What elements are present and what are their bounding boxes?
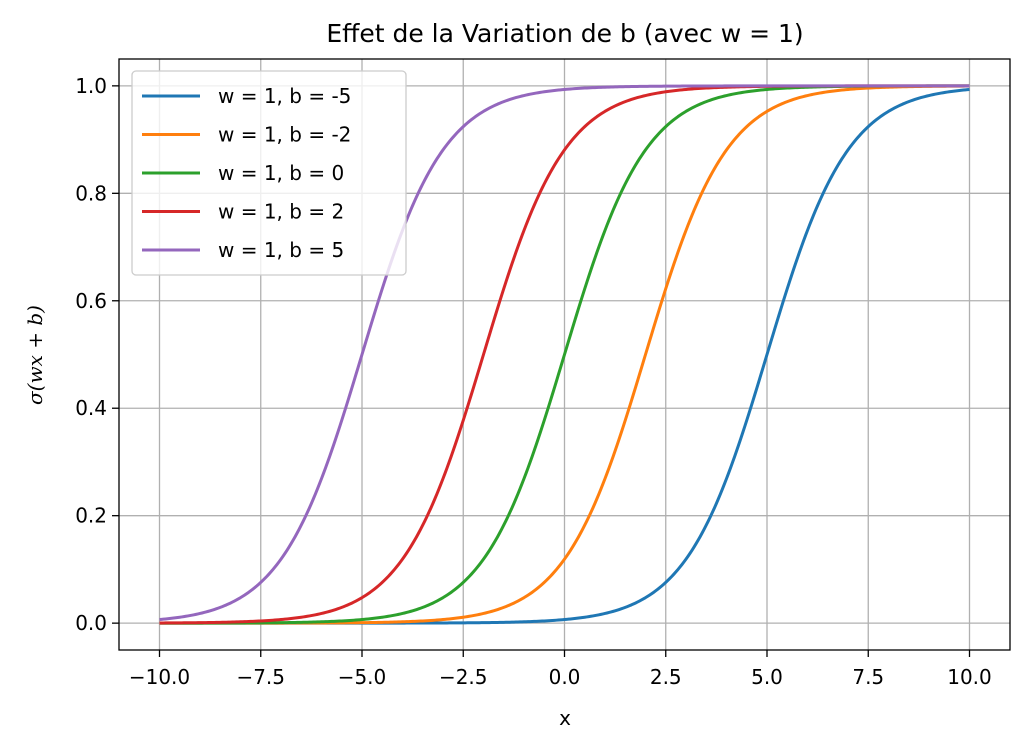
x-tick-label: 0.0: [549, 665, 581, 689]
x-axis-label: x: [559, 706, 571, 730]
y-tick-label: 0.2: [75, 504, 107, 528]
y-tick-label: 0.8: [75, 181, 107, 205]
legend-label: w = 1, b = 0: [218, 161, 344, 185]
x-tick-label: −7.5: [236, 665, 285, 689]
y-axis-label: σ(wx + b): [23, 305, 47, 405]
y-tick-label: 0.4: [75, 396, 107, 420]
legend-label: w = 1, b = -5: [218, 84, 351, 108]
legend-box: [131, 70, 407, 276]
x-tick-label: 5.0: [751, 665, 783, 689]
x-tick-label: 7.5: [852, 665, 884, 689]
y-axis-ticks: 0.0 0.2 0.4 0.6 0.8 1.0: [75, 74, 119, 635]
x-axis-ticks: −10.0 −7.5 −5.0 −2.5 0.0 2.5 5.0 7.5 10.0: [129, 650, 992, 689]
y-tick-label: 1.0: [75, 74, 107, 98]
y-tick-label: 0.0: [75, 611, 107, 635]
x-tick-label: −5.0: [338, 665, 387, 689]
legend: w = 1, b = -5 w = 1, b = -2 w = 1, b = 0 w …: [131, 70, 407, 276]
legend-label: w = 1, b = -2: [218, 123, 351, 147]
y-tick-label: 0.6: [75, 289, 107, 313]
series-line: [159, 84, 970, 622]
legend-label: w = 1, b = 5: [218, 238, 344, 262]
chart-title: Effet de la Variation de b (avec w = 1): [326, 19, 803, 48]
legend-label: w = 1, b = 2: [218, 200, 344, 224]
series-lines: [159, 84, 970, 625]
x-tick-label: 2.5: [650, 665, 682, 689]
x-tick-label: 10.0: [947, 665, 992, 689]
x-tick-label: −10.0: [129, 665, 190, 689]
x-tick-label: −2.5: [439, 665, 488, 689]
